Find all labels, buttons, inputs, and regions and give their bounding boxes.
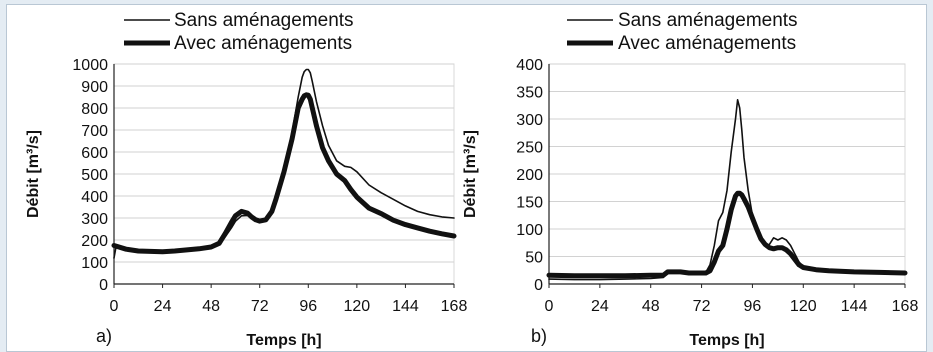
y-axis-label: Débit [m³/s] — [25, 130, 42, 218]
y-tick-label: 0 — [99, 277, 108, 294]
y-tick-label: 700 — [81, 123, 108, 140]
y-tick-label: 800 — [81, 101, 108, 118]
x-tick-label: 24 — [154, 298, 172, 315]
y-tick-label: 50 — [525, 250, 543, 267]
x-tick-label: 120 — [344, 298, 371, 315]
y-tick-label: 100 — [516, 222, 543, 239]
x-tick-label: 0 — [545, 298, 554, 315]
chart-panel-a: 0 100 200 300 400 500 600 700 800 900 1000 0 24 48 72 9… — [25, 10, 467, 349]
x-tick-label: 120 — [790, 298, 817, 315]
y-tick-label: 350 — [516, 85, 543, 102]
x-axis-label: Temps [h] — [689, 332, 764, 349]
x-tick-label: 96 — [744, 298, 762, 315]
legend-label: Sans aménagements — [618, 10, 798, 31]
x-tick-label: 168 — [441, 298, 468, 315]
panel-label: b) — [531, 326, 547, 346]
y-tick-label: 600 — [81, 145, 108, 162]
chart-panel-b: 0 50 100 150 200 250 300 350 400 0 24 48 72 96 120 144 1… — [462, 10, 918, 349]
figure-frame — [6, 4, 927, 352]
y-tick-label: 300 — [516, 112, 543, 129]
x-tick-label: 96 — [299, 298, 317, 315]
y-tick-label: 1000 — [72, 57, 108, 74]
series-line-avec — [111, 92, 457, 255]
y-tick-label: 200 — [516, 167, 543, 184]
y-tick-label: 500 — [81, 167, 108, 184]
y-tick-label: 900 — [81, 79, 108, 96]
panel-label: a) — [96, 326, 112, 346]
x-tick-label: 0 — [110, 298, 119, 315]
y-tick-label: 250 — [516, 140, 543, 157]
x-tick-label: 72 — [693, 298, 711, 315]
x-tick-label: 48 — [202, 298, 220, 315]
y-tick-label: 400 — [81, 189, 108, 206]
x-tick-label: 144 — [841, 298, 868, 315]
legend-label: Avec aménagements — [618, 33, 796, 54]
y-tick-label: 200 — [81, 233, 108, 250]
x-tick-label: 48 — [642, 298, 660, 315]
x-tick-label: 72 — [251, 298, 269, 315]
series-line-avec — [546, 190, 908, 279]
series-line-sans — [548, 99, 906, 281]
legend-label: Avec aménagements — [174, 33, 352, 54]
y-tick-label: 150 — [516, 195, 543, 212]
y-tick-label: 0 — [534, 277, 543, 294]
x-tick-label: 144 — [392, 298, 419, 315]
y-tick-label: 400 — [516, 57, 543, 74]
x-tick-label: 168 — [892, 298, 919, 315]
legend-label: Sans aménagements — [174, 10, 354, 31]
x-tick-label: 24 — [591, 298, 609, 315]
x-axis-label: Temps [h] — [246, 332, 321, 349]
y-tick-label: 300 — [81, 211, 108, 228]
y-axis-label: Débit [m³/s] — [462, 130, 479, 218]
y-tick-label: 100 — [81, 255, 108, 272]
